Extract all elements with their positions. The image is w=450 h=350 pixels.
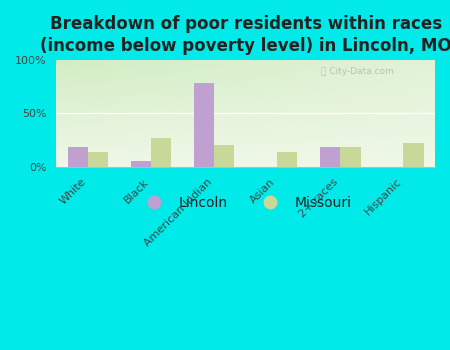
Bar xyxy=(88,152,108,167)
Bar xyxy=(151,138,171,167)
Text: Ⓐ City-Data.com: Ⓐ City-Data.com xyxy=(321,67,394,76)
Bar xyxy=(214,145,234,167)
Bar xyxy=(404,143,423,167)
Title: Breakdown of poor residents within races
(income below poverty level) in Lincoln: Breakdown of poor residents within races… xyxy=(40,15,450,55)
Bar xyxy=(194,83,214,167)
Bar xyxy=(340,147,360,167)
Bar xyxy=(277,152,297,167)
Bar xyxy=(131,161,151,167)
Bar xyxy=(68,147,88,167)
Legend: Lincoln, Missouri: Lincoln, Missouri xyxy=(134,190,357,216)
Bar xyxy=(320,147,340,167)
